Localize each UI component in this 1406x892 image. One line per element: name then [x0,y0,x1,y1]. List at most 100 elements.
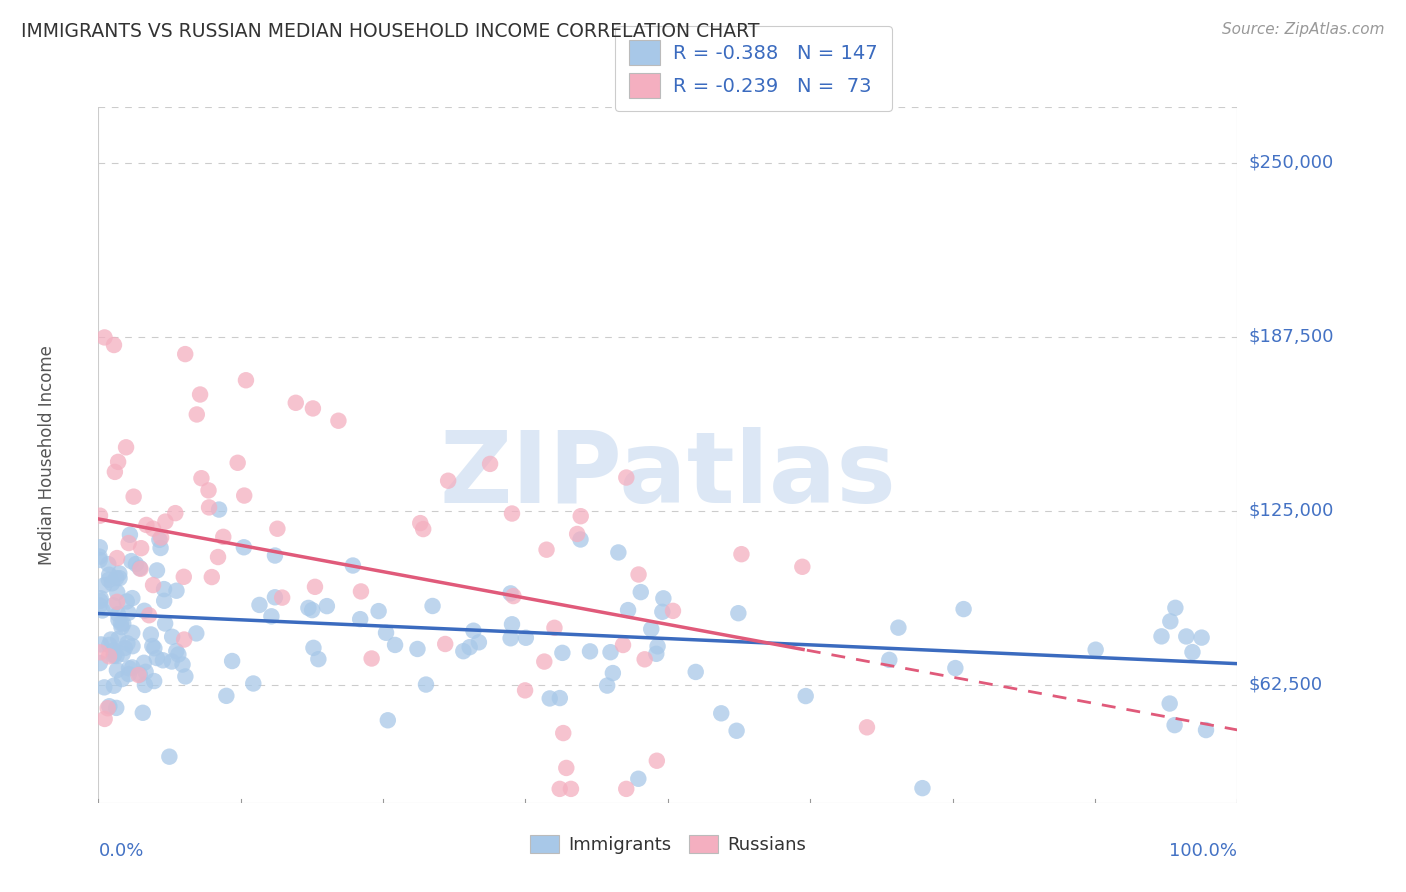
Point [596,679,619,693]
Point [121,660,143,674]
Point [103,648,125,662]
Point [118,667,141,681]
Point [233,489,256,503]
Point [1195,723,1218,737]
Point [97,573,120,587]
Point [105,585,128,599]
Point [887,621,910,635]
Point [710,706,733,721]
Point [117,606,139,620]
Text: ZIPatlas: ZIPatlas [440,427,896,524]
Point [627,567,650,582]
Point [115,440,138,454]
Point [142,578,165,592]
Point [198,500,221,515]
Point [360,651,382,665]
Text: $62,500: $62,500 [1249,675,1323,693]
Point [463,624,485,638]
Point [148,533,170,547]
Point [114,640,136,655]
Point [302,401,325,416]
Point [105,595,128,609]
Point [501,617,523,632]
Point [297,601,319,615]
Point [89,508,111,523]
Point [111,647,134,661]
Point [153,616,176,631]
Point [458,640,481,655]
Point [134,604,156,618]
Point [685,665,707,679]
Point [612,638,634,652]
Point [607,545,630,559]
Point [100,632,122,647]
Point [409,516,432,530]
Point [174,669,197,683]
Point [146,563,169,577]
Point [1163,718,1185,732]
Point [215,689,238,703]
Point [93,681,115,695]
Point [122,490,145,504]
Point [499,632,522,646]
Point [201,570,224,584]
Point [266,522,288,536]
Point [640,622,662,636]
Point [93,712,115,726]
Point [160,655,183,669]
Text: IMMIGRANTS VS RUSSIAN MEDIAN HOUSEHOLD INCOME CORRELATION CHART: IMMIGRANTS VS RUSSIAN MEDIAN HOUSEHOLD I… [21,22,759,41]
Point [97,701,120,715]
Point [533,655,555,669]
Text: 0.0%: 0.0% [98,842,143,860]
Point [107,455,129,469]
Point [1150,629,1173,643]
Point [1164,600,1187,615]
Point [128,561,150,575]
Point [128,667,150,681]
Point [1191,631,1213,645]
Point [1159,615,1181,629]
Point [112,616,135,631]
Point [377,713,399,727]
Point [645,647,668,661]
Point [725,723,748,738]
Point [103,643,125,657]
Point [569,533,592,547]
Point [415,677,437,691]
Point [98,638,121,652]
Point [569,509,592,524]
Point [110,616,132,631]
Point [645,754,668,768]
Point [1175,630,1198,644]
Point [207,549,229,564]
Point [212,530,235,544]
Point [132,656,155,670]
Point [103,338,125,352]
Point [105,701,128,715]
Point [129,562,152,576]
Point [1181,645,1204,659]
Point [146,651,169,665]
Point [627,772,650,786]
Point [152,653,174,667]
Point [121,591,143,606]
Point [143,641,166,656]
Point [536,542,558,557]
Point [165,506,187,520]
Point [118,528,141,542]
Point [107,607,129,622]
Text: 100.0%: 100.0% [1170,842,1237,860]
Point [110,620,132,634]
Point [502,589,524,603]
Point [89,553,111,567]
Point [260,609,283,624]
Point [141,639,163,653]
Point [614,470,637,484]
Point [264,549,287,563]
Point [565,527,588,541]
Point [479,457,502,471]
Point [1159,697,1181,711]
Point [634,652,657,666]
Point [651,605,673,619]
Point [111,672,134,686]
